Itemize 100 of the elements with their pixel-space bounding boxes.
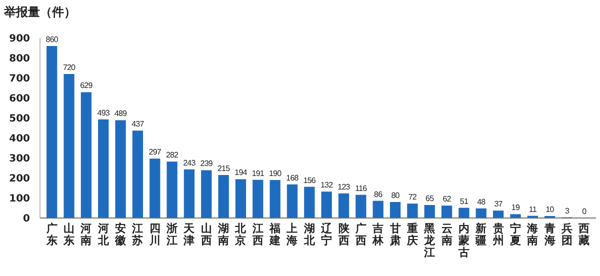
data-label: 80: [391, 191, 400, 200]
x-tick-label: 辽宁: [320, 222, 334, 247]
bar: [98, 119, 109, 218]
bar: [201, 170, 212, 218]
bar: [64, 74, 74, 218]
data-label: 489: [114, 109, 128, 118]
data-label: 860: [46, 35, 59, 44]
x-tick-label: 江西: [251, 222, 264, 247]
bar: [304, 186, 315, 218]
data-label: 123: [338, 182, 351, 192]
x-tick-label: 西藏: [578, 222, 590, 247]
x-tick-label: 江苏: [131, 222, 144, 247]
x-tick-label: 贵州: [492, 222, 504, 247]
data-label: 190: [268, 169, 282, 178]
x-tick-label: 内蒙古: [457, 222, 470, 259]
data-label: 72: [408, 192, 418, 202]
data-label: 194: [234, 168, 248, 178]
data-label: 156: [303, 176, 316, 185]
bar: [338, 193, 350, 218]
bar: [184, 169, 195, 218]
x-tick-label: 安徽: [114, 222, 128, 247]
x-tick-label: 陕西: [337, 222, 350, 247]
x-tick-label: 北京: [234, 222, 248, 247]
data-label: 297: [148, 148, 162, 157]
bar: [46, 46, 58, 218]
x-tick-label: 吉林: [372, 222, 385, 247]
x-tick-label: 黑龙江: [423, 222, 436, 259]
bar: [80, 92, 92, 218]
bar: [286, 184, 298, 218]
x-tick-label: 浙江: [166, 222, 178, 247]
data-label: 243: [183, 158, 196, 168]
x-tick-label: 青海: [543, 222, 556, 247]
data-label: 629: [80, 81, 94, 90]
chart-title: 举报量（件）: [3, 5, 76, 19]
data-label: 86: [374, 190, 384, 199]
x-tick-label: 重庆: [406, 222, 418, 247]
bar: [218, 175, 229, 218]
data-label: 0: [582, 207, 588, 216]
bar: [270, 180, 280, 218]
bar: [356, 194, 366, 218]
bar: [372, 200, 384, 218]
bar: [132, 130, 144, 218]
x-tick-label: 湖南: [217, 222, 230, 247]
bar: [424, 205, 435, 218]
data-label: 493: [97, 108, 110, 118]
y-tick-label: 0: [23, 214, 30, 224]
x-tick-label: 广东: [45, 222, 58, 247]
data-label: 3: [564, 206, 570, 216]
x-tick-label: 山东: [62, 222, 75, 247]
x-tick-label: 海南: [526, 222, 538, 247]
x-tick-label: 广西: [354, 222, 366, 247]
data-label: 51: [460, 196, 469, 206]
bar: [115, 120, 126, 218]
y-tick-label: 900: [9, 34, 30, 44]
bar: [476, 208, 486, 218]
x-tick-label: 天津: [182, 222, 196, 247]
y-tick-label: 500: [9, 114, 30, 124]
bar: [441, 206, 452, 218]
y-tick-label: 200: [9, 174, 30, 184]
x-tick-label: 甘肃: [388, 222, 401, 247]
data-label: 191: [252, 168, 265, 178]
x-tick-label: 湖北: [302, 222, 316, 247]
data-label: 282: [166, 150, 180, 160]
x-tick-label: 河北: [96, 222, 110, 247]
data-label: 132: [320, 180, 334, 190]
data-label: 37: [494, 200, 504, 209]
data-label: 215: [217, 164, 231, 173]
bar: [166, 162, 178, 218]
bar: [458, 208, 470, 218]
x-tick-label: 山西: [200, 222, 212, 247]
data-label: 65: [426, 194, 435, 203]
bar: [321, 192, 332, 218]
x-tick-label: 宁夏: [508, 222, 521, 247]
y-tick-label: 400: [9, 134, 30, 144]
bar: [150, 158, 160, 218]
bar: [235, 179, 246, 218]
y-tick-label: 700: [9, 74, 30, 84]
bar: [390, 202, 401, 218]
x-tick-label: 四川: [148, 222, 160, 247]
data-label: 239: [200, 159, 214, 168]
data-label: 11: [528, 204, 538, 214]
y-tick-label: 800: [9, 54, 30, 64]
data-label: 116: [355, 184, 368, 193]
y-tick-label: 100: [9, 194, 30, 204]
y-tick-label: 300: [9, 154, 30, 164]
data-label: 168: [286, 173, 300, 182]
data-label: 48: [477, 197, 486, 206]
data-label: 62: [442, 194, 452, 204]
data-label: 10: [546, 205, 555, 214]
x-tick-label: 云南: [440, 222, 452, 247]
x-tick-label: 兵团: [560, 222, 572, 247]
data-label: 720: [62, 63, 76, 72]
bar: [510, 214, 521, 218]
data-label: 19: [511, 203, 520, 212]
x-tick-label: 上海: [286, 222, 298, 247]
x-tick-label: 新疆: [474, 222, 487, 247]
x-tick-label: 福建: [268, 222, 281, 247]
bar: [407, 204, 418, 218]
data-label: 437: [132, 120, 145, 129]
bar: [492, 210, 504, 218]
